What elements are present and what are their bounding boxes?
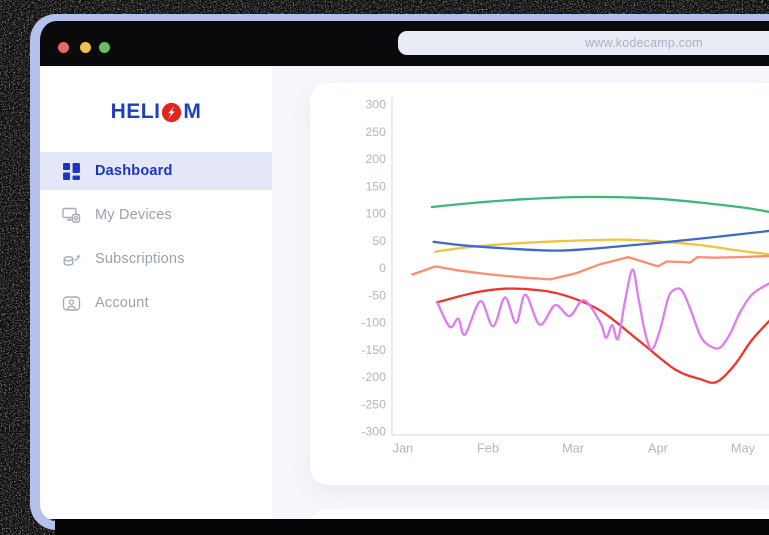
y-tick-label: 150 <box>365 179 386 193</box>
chart-svg: 300 250 200 150 100 50 0 -50 -100 -150 -200 -250 -30… <box>361 97 769 456</box>
series-line-blue <box>432 229 769 252</box>
browser-topbar: www.kodecamp.com <box>40 20 769 66</box>
sidebar-item-label: Account <box>95 295 149 311</box>
y-tick-label: -50 <box>368 288 386 302</box>
url-bar[interactable]: www.kodecamp.com <box>398 31 769 55</box>
browser-window: www.kodecamp.com HELI M <box>40 20 769 519</box>
x-tick-label: Apr <box>648 441 669 456</box>
sidebar-item-dashboard[interactable]: Dashboard <box>40 152 272 190</box>
traffic-light-close[interactable] <box>58 42 69 53</box>
x-tick-label: Mar <box>562 441 585 456</box>
sidebar-item-label: Subscriptions <box>95 251 185 267</box>
bottom-noise-band <box>55 519 769 535</box>
dashboard-icon <box>62 162 81 181</box>
y-tick-label: 0 <box>379 261 386 275</box>
lower-card <box>310 509 769 519</box>
y-tick-label: 300 <box>365 98 386 112</box>
traffic-light-maximize[interactable] <box>99 42 110 53</box>
sidebar-item-my-devices[interactable]: My Devices <box>40 196 272 234</box>
sidebar-item-label: My Devices <box>95 207 172 223</box>
account-icon <box>62 294 81 313</box>
x-tick-label: Feb <box>477 441 499 456</box>
chart-card: 300 250 200 150 100 50 0 -50 -100 -150 -200 -250 -30… <box>310 83 769 485</box>
traffic-light-minimize[interactable] <box>80 42 91 53</box>
brand-bolt-icon <box>161 102 182 123</box>
y-tick-label: 50 <box>372 234 386 248</box>
y-tick-label: 250 <box>365 125 386 139</box>
y-tick-label: -100 <box>361 316 386 330</box>
y-tick-label: -200 <box>361 370 386 384</box>
sidebar-item-label: Dashboard <box>95 163 173 179</box>
main-panel: 300 250 200 150 100 50 0 -50 -100 -150 -200 -250 -30… <box>272 66 769 519</box>
window-body: HELI M <box>40 66 769 519</box>
series-line-green <box>430 195 769 214</box>
series-line-violet <box>435 268 769 351</box>
x-tick-label: Jan <box>393 441 414 456</box>
sidebar: HELI M <box>40 66 272 519</box>
brand-text-prefix: HELI <box>110 100 161 123</box>
series-line-red <box>435 287 769 384</box>
sidebar-item-account[interactable]: Account <box>40 284 272 322</box>
series-line-yellow <box>434 238 769 256</box>
sidebar-item-subscriptions[interactable]: Subscriptions <box>40 240 272 278</box>
url-text: www.kodecamp.com <box>585 36 703 50</box>
brand-logo: HELI M <box>40 100 272 124</box>
x-tick-label: May <box>731 441 756 456</box>
y-tick-label: -150 <box>361 343 386 357</box>
devices-icon <box>62 206 81 225</box>
brand-text-suffix: M <box>183 100 202 123</box>
y-tick-label: -250 <box>361 397 386 411</box>
series-line-orange <box>411 254 769 281</box>
subscriptions-icon <box>62 250 81 269</box>
y-tick-label: 100 <box>365 207 386 221</box>
y-tick-label: 200 <box>365 152 386 166</box>
y-tick-label: -300 <box>361 425 386 439</box>
